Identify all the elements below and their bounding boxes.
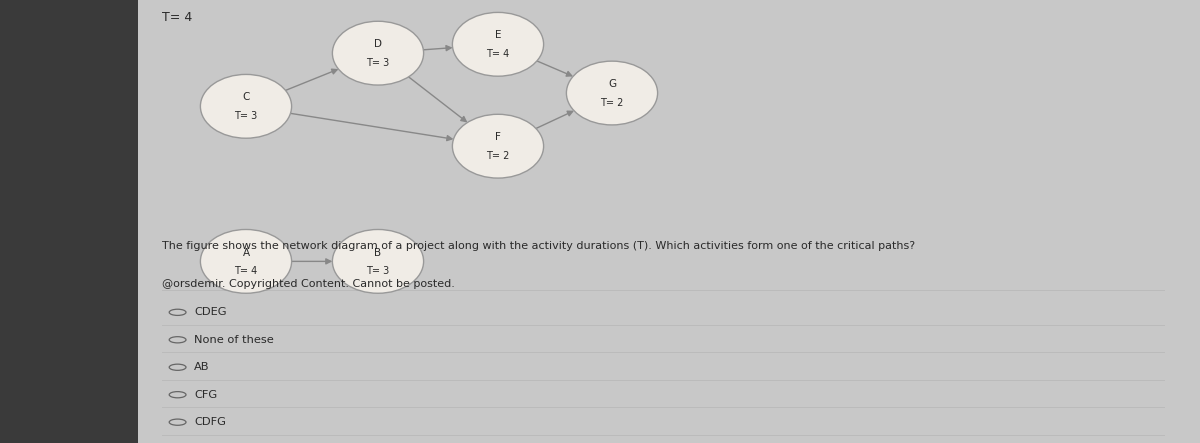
Text: CDEG: CDEG bbox=[194, 307, 227, 317]
Ellipse shape bbox=[332, 229, 424, 293]
Text: E: E bbox=[494, 31, 502, 40]
Text: CFG: CFG bbox=[194, 390, 217, 400]
Text: G: G bbox=[608, 79, 616, 89]
Text: T= 2: T= 2 bbox=[600, 98, 624, 108]
Text: T= 2: T= 2 bbox=[486, 151, 510, 161]
Ellipse shape bbox=[452, 12, 544, 76]
Text: T= 4: T= 4 bbox=[162, 11, 192, 24]
Ellipse shape bbox=[200, 229, 292, 293]
Text: None of these: None of these bbox=[194, 335, 274, 345]
Text: T= 4: T= 4 bbox=[486, 49, 510, 59]
Text: T= 3: T= 3 bbox=[234, 111, 258, 121]
Text: T= 3: T= 3 bbox=[366, 266, 390, 276]
Text: F: F bbox=[496, 132, 500, 142]
Text: CDFG: CDFG bbox=[194, 417, 227, 427]
Ellipse shape bbox=[332, 21, 424, 85]
Bar bbox=[0, 0, 138, 443]
Ellipse shape bbox=[452, 114, 544, 178]
Text: AB: AB bbox=[194, 362, 210, 372]
Text: B: B bbox=[374, 248, 382, 257]
Text: A: A bbox=[242, 248, 250, 257]
Text: The figure shows the network diagram of a project along with the activity durati: The figure shows the network diagram of … bbox=[162, 241, 916, 252]
Ellipse shape bbox=[566, 61, 658, 125]
Text: T= 4: T= 4 bbox=[234, 266, 258, 276]
Text: @orsdemir. Copyrighted Content. Cannot be posted.: @orsdemir. Copyrighted Content. Cannot b… bbox=[162, 279, 455, 289]
Ellipse shape bbox=[200, 74, 292, 138]
Text: T= 3: T= 3 bbox=[366, 58, 390, 68]
Text: D: D bbox=[374, 39, 382, 49]
Text: C: C bbox=[242, 93, 250, 102]
